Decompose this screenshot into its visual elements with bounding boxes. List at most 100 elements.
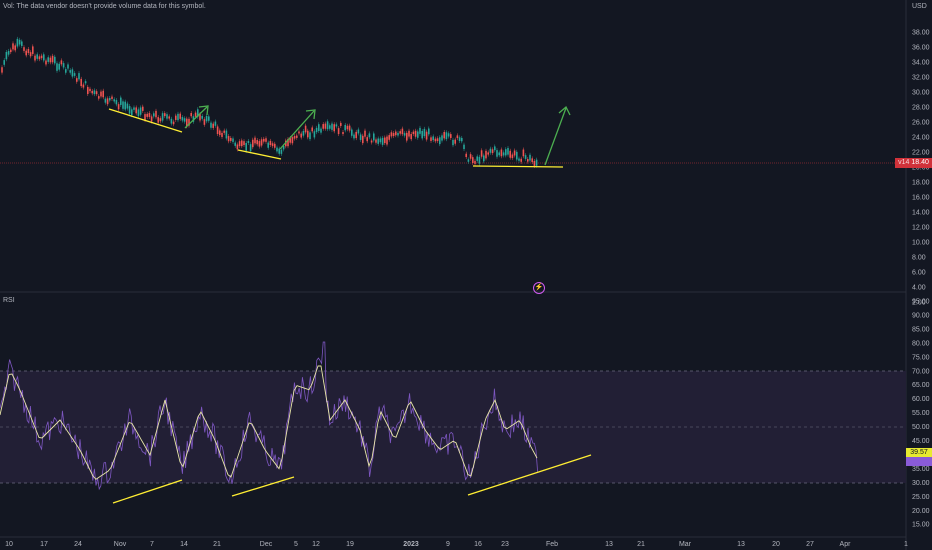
- candle-body: [491, 149, 494, 154]
- candle-body: [445, 132, 448, 140]
- trendline-price-1[interactable]: [108, 108, 183, 133]
- candle-body: [443, 131, 445, 139]
- candle-body: [18, 39, 21, 45]
- candle-body: [199, 114, 201, 121]
- candle-body: [531, 158, 533, 163]
- candle-body: [425, 131, 428, 140]
- candle-body: [348, 125, 351, 131]
- lightning-icon[interactable]: ⚡: [533, 282, 545, 294]
- candle-body: [254, 137, 256, 144]
- candle-body: [511, 154, 514, 159]
- candle-body: [337, 128, 340, 135]
- rsi-tick-label: 25.00: [912, 494, 930, 501]
- candle-body: [502, 152, 505, 156]
- candle-body: [115, 100, 118, 105]
- candle-body: [203, 119, 206, 125]
- rsi-axis[interactable]: 95.00 90.00 85.00 80.00 75.00 70.00 65.00 60.00…: [912, 299, 930, 529]
- candle-body: [483, 155, 485, 162]
- candle-body: [210, 122, 212, 128]
- candle-body: [529, 154, 531, 161]
- candlestick-series: [1, 36, 538, 168]
- currency-label: USD: [912, 3, 927, 10]
- candle-body: [82, 84, 85, 88]
- candle-body: [236, 144, 239, 150]
- time-tick-label: 13: [737, 541, 745, 548]
- candle-body: [436, 138, 439, 142]
- candle-body: [313, 131, 316, 138]
- candle-body: [139, 107, 142, 115]
- candle-body: [507, 147, 509, 155]
- candle-body: [111, 96, 113, 99]
- candle-body: [76, 78, 78, 82]
- candle-body: [304, 125, 307, 133]
- candle-body: [340, 122, 342, 126]
- candle-body: [326, 121, 329, 130]
- rsi-tick-label: 45.00: [912, 438, 930, 445]
- candle-body: [43, 54, 45, 61]
- candle-body: [410, 134, 412, 140]
- price-tick-label: 6.00: [912, 270, 926, 277]
- time-tick-label: 14: [180, 541, 188, 548]
- candle-body: [417, 131, 419, 138]
- candle-body: [161, 113, 164, 121]
- candle-body: [172, 121, 175, 125]
- candle-body: [533, 160, 536, 166]
- candle-body: [122, 101, 124, 109]
- rsi-tick-label: 80.00: [912, 340, 930, 347]
- arrow-up-3[interactable]: [544, 105, 571, 166]
- rsi-tick-label: 85.00: [912, 326, 930, 333]
- trendline-price-2[interactable]: [237, 149, 282, 160]
- candle-body: [126, 103, 129, 109]
- price-tick-label: 10.00: [912, 240, 930, 247]
- candle-body: [29, 52, 32, 57]
- candle-body: [247, 140, 250, 143]
- rsi-tick-label: 95.00: [912, 299, 930, 306]
- candle-body: [421, 130, 423, 139]
- time-tick-label: 9: [446, 541, 450, 548]
- trendline-rsi-3[interactable]: [467, 454, 592, 496]
- candle-body: [89, 88, 91, 92]
- time-tick-label: Feb: [546, 541, 558, 548]
- candle-body: [104, 98, 107, 103]
- candle-body: [351, 129, 353, 136]
- candle-body: [353, 134, 355, 139]
- candle-body: [269, 140, 272, 146]
- candle-body: [175, 115, 177, 120]
- candle-body: [386, 136, 388, 145]
- candle-body: [60, 60, 63, 65]
- candle-body: [71, 69, 74, 77]
- candle-body: [289, 138, 291, 143]
- candle-body: [454, 139, 456, 144]
- candle-body: [293, 135, 296, 139]
- candle-body: [505, 149, 507, 156]
- arrow-up-2[interactable]: [279, 109, 316, 150]
- candle-body: [135, 107, 137, 114]
- candle-body: [227, 136, 230, 142]
- candle-body: [263, 138, 265, 142]
- price-tick-label: 30.00: [912, 90, 930, 97]
- candle-body: [157, 117, 159, 123]
- candle-body: [322, 124, 324, 129]
- candle-body: [401, 128, 404, 135]
- candle-body: [23, 47, 25, 51]
- trendline-price-3[interactable]: [472, 165, 564, 168]
- price-axis[interactable]: 38.00 36.00 34.00 32.00 30.00 28.00 26.00 24.00…: [912, 30, 930, 307]
- candle-body: [406, 132, 408, 141]
- candle-body: [98, 96, 100, 99]
- time-axis[interactable]: 10 17 24 Nov 7 14 21 Dec 5 12 19 2023 9 16 23 Feb 13 21 Ma…: [5, 541, 908, 548]
- candle-body: [100, 91, 102, 97]
- arrow-up-1[interactable]: [184, 105, 209, 129]
- candle-body: [392, 133, 395, 137]
- time-tick-label: 1: [904, 541, 908, 548]
- trendline-rsi-1[interactable]: [112, 479, 183, 504]
- candle-body: [265, 138, 267, 142]
- time-tick-label: Nov: [114, 541, 127, 548]
- trendline-rsi-2[interactable]: [231, 476, 295, 497]
- rsi-tick-label: 65.00: [912, 382, 930, 389]
- candle-body: [329, 125, 331, 129]
- candle-body: [287, 139, 289, 147]
- candle-body: [245, 143, 247, 151]
- price-tick-label: 8.00: [912, 255, 926, 262]
- price-tick-label: 4.00: [912, 285, 926, 292]
